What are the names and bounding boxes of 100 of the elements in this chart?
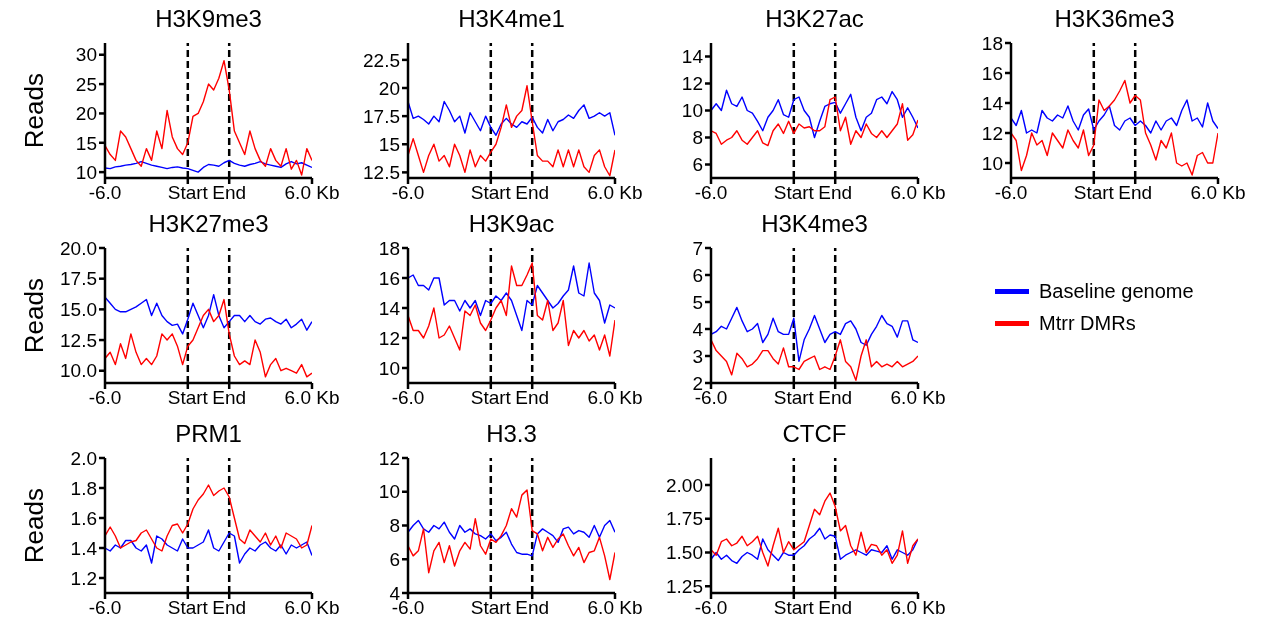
y-tick-label: 1.8 xyxy=(70,477,97,499)
y-tick-label: 1.75 xyxy=(666,508,703,530)
x-tick-label: End xyxy=(212,387,247,409)
chart-title: H3K27me3 xyxy=(147,210,270,237)
chart-title: H3K4me1 xyxy=(457,5,566,32)
chart-title: H3K36me3 xyxy=(1053,5,1176,32)
y-tick-label: 8 xyxy=(389,515,400,537)
y-tick-label: 6 xyxy=(692,154,703,176)
y-tick-label: 15.0 xyxy=(60,299,97,321)
x-tick-label: Start xyxy=(773,597,815,619)
y-tick-label: 15 xyxy=(378,133,400,155)
x-tick-label: Start xyxy=(167,182,209,204)
y-tick-label: 12.5 xyxy=(60,329,97,351)
line-series xyxy=(711,527,918,564)
legend-label: Baseline genome xyxy=(1039,279,1194,303)
y-tick-label: 10 xyxy=(75,161,97,183)
y-tick-label: 12 xyxy=(378,327,400,349)
x-tick-label: 6.0 Kb xyxy=(890,387,946,409)
line-series xyxy=(105,159,312,173)
x-tick-label: Start xyxy=(167,387,209,409)
line-series xyxy=(711,306,918,363)
y-tick-label: 22.5 xyxy=(363,49,400,71)
line-series xyxy=(105,529,312,564)
y-tick-label: 1.25 xyxy=(666,575,703,597)
x-tick-label: -6.0 xyxy=(88,182,122,204)
x-tick-label: End xyxy=(212,182,247,204)
line-series xyxy=(105,298,312,378)
y-tick-label: 10 xyxy=(378,481,400,503)
line-series xyxy=(105,484,312,552)
y-tick-label: 5 xyxy=(692,291,703,313)
y-tick-label: 20.0 xyxy=(60,237,97,259)
x-tick-label: Start xyxy=(470,597,512,619)
x-tick-label: Start xyxy=(470,387,512,409)
y-tick-label: 6 xyxy=(692,264,703,286)
x-tick-label: 6.0 Kb xyxy=(284,597,340,619)
y-tick-label: 1.50 xyxy=(666,542,703,564)
x-tick-label: -6.0 xyxy=(694,597,728,619)
x-tick-label: 6.0 Kb xyxy=(890,182,946,204)
y-axis-title: Reads xyxy=(19,277,49,354)
y-tick-label: 10 xyxy=(681,100,703,122)
y-tick-label: 1.4 xyxy=(70,537,98,559)
x-tick-label: Start xyxy=(470,182,512,204)
x-tick-label: Start xyxy=(167,597,209,619)
line-series xyxy=(408,100,615,136)
y-tick-label: 14 xyxy=(378,297,401,319)
line-series xyxy=(408,489,615,581)
chart-title: H3K9ac xyxy=(467,210,556,237)
y-tick-label: 20 xyxy=(378,77,400,99)
chart-title: H3K27ac xyxy=(764,5,865,32)
y-tick-label: 20 xyxy=(75,103,97,125)
y-tick-label: 7 xyxy=(692,237,703,259)
y-axis-title: Reads xyxy=(19,72,49,149)
line-series xyxy=(408,519,615,557)
x-tick-label: End xyxy=(818,597,853,619)
y-tick-label: 17.5 xyxy=(363,105,400,127)
x-tick-label: Start xyxy=(1073,182,1115,204)
x-tick-label: 6.0 Kb xyxy=(284,182,340,204)
x-tick-label: -6.0 xyxy=(994,182,1028,204)
y-tick-label: 10 xyxy=(378,357,400,379)
line-series xyxy=(711,492,918,567)
y-tick-label: 16 xyxy=(378,267,400,289)
x-tick-label: -6.0 xyxy=(391,387,425,409)
line-series xyxy=(1011,99,1218,134)
y-tick-label: 10 xyxy=(981,152,1003,174)
x-tick-label: Start xyxy=(773,182,815,204)
x-tick-label: End xyxy=(212,597,247,619)
line-series xyxy=(105,59,312,176)
y-tick-label: 17.5 xyxy=(60,268,97,290)
y-tick-label: 8 xyxy=(692,127,703,149)
x-tick-label: End xyxy=(1118,182,1153,204)
x-tick-label: Start xyxy=(773,387,815,409)
legend-label: Mtrr DMRs xyxy=(1039,311,1136,335)
x-tick-label: 6.0 Kb xyxy=(587,597,643,619)
line-series xyxy=(105,293,312,335)
y-tick-label: 12 xyxy=(681,73,703,95)
y-tick-label: 16 xyxy=(981,62,1003,84)
y-tick-label: 1.6 xyxy=(70,507,97,529)
y-tick-label: 12 xyxy=(981,122,1003,144)
y-tick-label: 4 xyxy=(692,318,704,340)
x-tick-label: -6.0 xyxy=(88,597,122,619)
y-tick-label: 25 xyxy=(75,73,97,95)
y-tick-label: 2.0 xyxy=(70,447,97,469)
chart-title: CTCF xyxy=(781,420,848,447)
y-tick-label: 14 xyxy=(981,92,1004,114)
line-series xyxy=(1011,79,1218,176)
x-tick-label: 6.0 Kb xyxy=(1190,182,1246,204)
y-tick-label: 30 xyxy=(75,44,97,66)
line-series xyxy=(711,96,918,147)
y-tick-label: 3 xyxy=(692,345,703,367)
line-series xyxy=(711,89,918,139)
y-axis-title: Reads xyxy=(19,487,49,564)
chart-title: H3K9me3 xyxy=(154,5,263,32)
y-tick-label: 18 xyxy=(378,237,400,259)
y-tick-label: 18 xyxy=(981,32,1003,54)
x-tick-label: 6.0 Kb xyxy=(587,182,643,204)
line-series xyxy=(711,339,918,381)
x-tick-label: -6.0 xyxy=(694,182,728,204)
x-tick-label: 6.0 Kb xyxy=(284,387,340,409)
y-tick-label: 1.2 xyxy=(70,567,97,589)
chart-title: H3.3 xyxy=(485,420,538,447)
